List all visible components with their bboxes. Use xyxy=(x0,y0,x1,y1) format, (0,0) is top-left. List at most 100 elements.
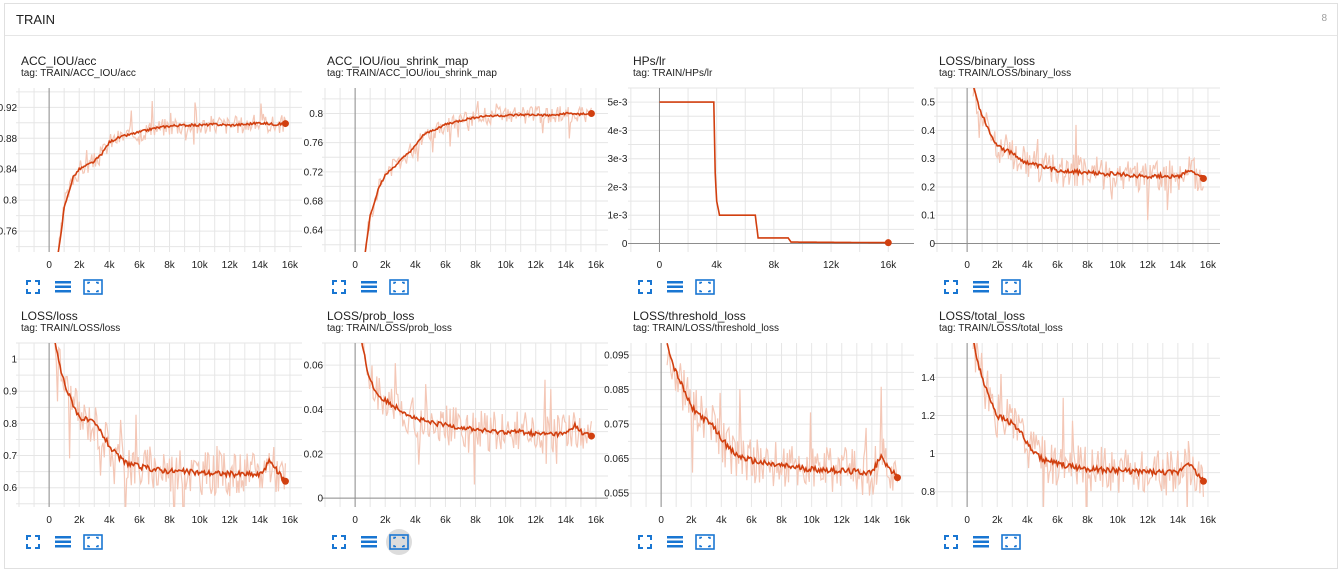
y-tick-label: 0.76 xyxy=(0,227,18,238)
x-tick-label: 8k xyxy=(1082,260,1094,271)
chart-tag: tag: TRAIN/LOSS/prob_loss xyxy=(327,323,452,334)
x-tick-label: 12k xyxy=(222,515,239,526)
download-data-button[interactable] xyxy=(81,531,105,553)
fit-domain-button[interactable] xyxy=(939,276,963,298)
x-tick-label: 14k xyxy=(558,515,575,526)
toggle-log-scale-button[interactable] xyxy=(969,531,993,553)
fit-domain-button[interactable] xyxy=(633,531,657,553)
toggle-log-scale-icon xyxy=(361,535,377,549)
toggle-log-scale-button[interactable] xyxy=(357,276,381,298)
y-tick-label: 1e-3 xyxy=(607,211,627,222)
last-point-marker xyxy=(587,110,595,118)
fit-domain-button[interactable] xyxy=(21,276,45,298)
download-data-icon xyxy=(83,534,103,550)
download-data-icon xyxy=(1001,279,1021,295)
line-chart[interactable]: 0 2k 4k 6k 8k 10k 12k 14k 16k 0.76 0.8 0.84 0.88 0.92 xyxy=(0,80,310,271)
x-tick-label: 16k xyxy=(282,260,299,271)
x-tick-label: 8k xyxy=(164,260,176,271)
y-tick-label: 0.8 xyxy=(921,487,935,498)
x-tick-label: 10k xyxy=(498,515,515,526)
smoothed-series-line xyxy=(973,343,1205,484)
x-tick-label: 0 xyxy=(352,515,358,526)
toggle-log-scale-icon xyxy=(973,280,989,294)
toggle-log-scale-button[interactable] xyxy=(969,276,993,298)
line-chart[interactable]: 0 4k 8k 12k 16k 0 1e-3 2e-3 3e-3 4e-3 5e-3 xyxy=(607,80,922,271)
line-chart[interactable]: 0 2k 4k 6k 8k 10k 12k 14k 16k 0 0.1 0.2 0.3 0.4 0.5 xyxy=(921,80,1228,271)
line-chart[interactable]: 0 2k 4k 6k 8k 10k 12k 14k 16k 0.055 0.065 0.075 0.08… xyxy=(604,335,922,526)
x-tick-label: 4k xyxy=(1022,515,1034,526)
line-chart[interactable]: 0 2k 4k 6k 8k 10k 12k 14k 16k 0.8 1 1.2 1.4 xyxy=(921,335,1228,526)
x-tick-label: 10k xyxy=(804,515,821,526)
x-tick-label: 10k xyxy=(192,260,209,271)
smoothed-series-line xyxy=(361,343,593,439)
x-tick-label: 2k xyxy=(686,515,698,526)
download-data-icon xyxy=(389,534,409,550)
x-tick-label: 6k xyxy=(440,515,452,526)
fit-domain-button[interactable] xyxy=(939,531,963,553)
download-data-button[interactable] xyxy=(387,276,411,298)
y-tick-label: 0.095 xyxy=(604,351,629,362)
toggle-log-scale-button[interactable] xyxy=(51,531,75,553)
x-tick-label: 14k xyxy=(1170,260,1187,271)
line-chart[interactable]: 0 2k 4k 6k 8k 10k 12k 14k 16k 0.6 0.7 0.8 0.9 1 xyxy=(3,335,310,526)
line-chart[interactable]: 0 2k 4k 6k 8k 10k 12k 14k 16k 0 0.02 0.04 0.06 xyxy=(304,335,616,526)
chart-tag: tag: TRAIN/LOSS/binary_loss xyxy=(939,68,1072,79)
last-point-marker xyxy=(884,239,892,247)
x-tick-label: 14k xyxy=(1170,515,1187,526)
x-tick-label: 10k xyxy=(192,515,209,526)
x-tick-label: 6k xyxy=(134,515,146,526)
download-data-button[interactable] xyxy=(999,276,1023,298)
raw-series-line xyxy=(972,88,1204,221)
y-tick-label: 0.9 xyxy=(3,387,17,398)
y-tick-label: 0.5 xyxy=(921,98,935,109)
x-tick-label: 4k xyxy=(410,515,422,526)
raw-series-line xyxy=(364,101,592,252)
download-data-button[interactable] xyxy=(693,276,717,298)
x-tick-label: 12k xyxy=(528,260,545,271)
download-data-button[interactable] xyxy=(81,276,105,298)
smoothed-series-line xyxy=(973,88,1205,181)
download-data-button[interactable] xyxy=(999,531,1023,553)
y-tick-label: 1.4 xyxy=(921,373,935,384)
x-tick-label: 12k xyxy=(1140,515,1157,526)
section-header[interactable]: TRAIN 8 xyxy=(5,4,1337,36)
x-tick-label: 6k xyxy=(1052,515,1064,526)
fit-domain-button[interactable] xyxy=(633,276,657,298)
x-tick-label: 12k xyxy=(834,515,851,526)
x-tick-label: 6k xyxy=(440,260,452,271)
x-tick-label: 6k xyxy=(746,515,758,526)
x-tick-label: 16k xyxy=(1200,260,1217,271)
fit-domain-icon xyxy=(638,280,652,294)
toggle-log-scale-button[interactable] xyxy=(51,276,75,298)
x-tick-label: 2k xyxy=(380,515,392,526)
last-point-marker xyxy=(893,474,901,482)
fit-domain-button[interactable] xyxy=(21,531,45,553)
y-tick-label: 1.2 xyxy=(921,411,935,422)
x-tick-label: 10k xyxy=(498,260,515,271)
y-tick-label: 0.68 xyxy=(304,196,324,207)
download-data-button[interactable] xyxy=(386,529,412,555)
download-data-icon xyxy=(389,279,409,295)
toggle-log-scale-button[interactable] xyxy=(663,276,687,298)
line-chart[interactable]: 0 2k 4k 6k 8k 10k 12k 14k 16k 0.64 0.68 0.72 0.76 0.8 xyxy=(304,80,616,271)
smoothed-series-line xyxy=(54,343,287,484)
toggle-log-scale-button[interactable] xyxy=(357,531,381,553)
fit-domain-button[interactable] xyxy=(327,531,351,553)
x-tick-label: 16k xyxy=(880,260,897,271)
y-tick-label: 0.84 xyxy=(0,165,18,176)
x-tick-label: 14k xyxy=(864,515,881,526)
x-tick-label: 16k xyxy=(588,260,605,271)
y-tick-label: 0.64 xyxy=(304,226,324,237)
toggle-log-scale-button[interactable] xyxy=(663,531,687,553)
y-tick-label: 1 xyxy=(930,449,936,460)
toggle-log-scale-icon xyxy=(361,280,377,294)
x-tick-label: 12k xyxy=(222,260,239,271)
y-tick-label: 0.8 xyxy=(3,196,17,207)
download-data-button[interactable] xyxy=(693,531,717,553)
y-tick-label: 0.92 xyxy=(0,103,18,114)
x-tick-label: 0 xyxy=(964,515,970,526)
fit-domain-icon xyxy=(26,280,40,294)
fit-domain-icon xyxy=(944,280,958,294)
x-tick-label: 2k xyxy=(992,260,1004,271)
fit-domain-button[interactable] xyxy=(327,276,351,298)
